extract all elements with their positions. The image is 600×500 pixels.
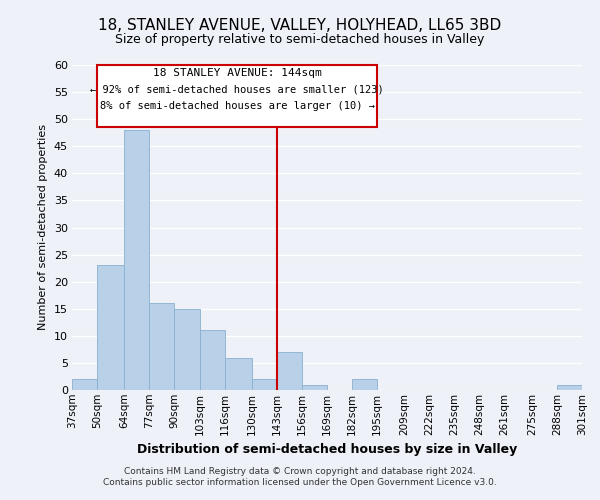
Bar	[72, 379, 97, 390]
Text: Contains HM Land Registry data © Crown copyright and database right 2024.: Contains HM Land Registry data © Crown c…	[124, 467, 476, 476]
Bar	[199, 330, 224, 390]
Bar	[557, 384, 582, 390]
Text: 18, STANLEY AVENUE, VALLEY, HOLYHEAD, LL65 3BD: 18, STANLEY AVENUE, VALLEY, HOLYHEAD, LL…	[98, 18, 502, 32]
Bar	[277, 352, 302, 390]
Text: ← 92% of semi-detached houses are smaller (123): ← 92% of semi-detached houses are smalle…	[90, 84, 384, 94]
Text: 18 STANLEY AVENUE: 144sqm: 18 STANLEY AVENUE: 144sqm	[153, 68, 322, 78]
Bar	[224, 358, 251, 390]
Bar	[302, 384, 327, 390]
X-axis label: Distribution of semi-detached houses by size in Valley: Distribution of semi-detached houses by …	[137, 443, 517, 456]
Text: Contains public sector information licensed under the Open Government Licence v3: Contains public sector information licen…	[103, 478, 497, 487]
FancyBboxPatch shape	[97, 65, 377, 128]
Bar	[352, 379, 377, 390]
Bar	[124, 130, 149, 390]
Bar	[97, 266, 124, 390]
Text: 8% of semi-detached houses are larger (10) →: 8% of semi-detached houses are larger (1…	[100, 100, 374, 110]
Bar	[149, 304, 175, 390]
Bar	[175, 308, 199, 390]
Y-axis label: Number of semi-detached properties: Number of semi-detached properties	[38, 124, 48, 330]
Bar	[251, 379, 277, 390]
Text: Size of property relative to semi-detached houses in Valley: Size of property relative to semi-detach…	[115, 32, 485, 46]
